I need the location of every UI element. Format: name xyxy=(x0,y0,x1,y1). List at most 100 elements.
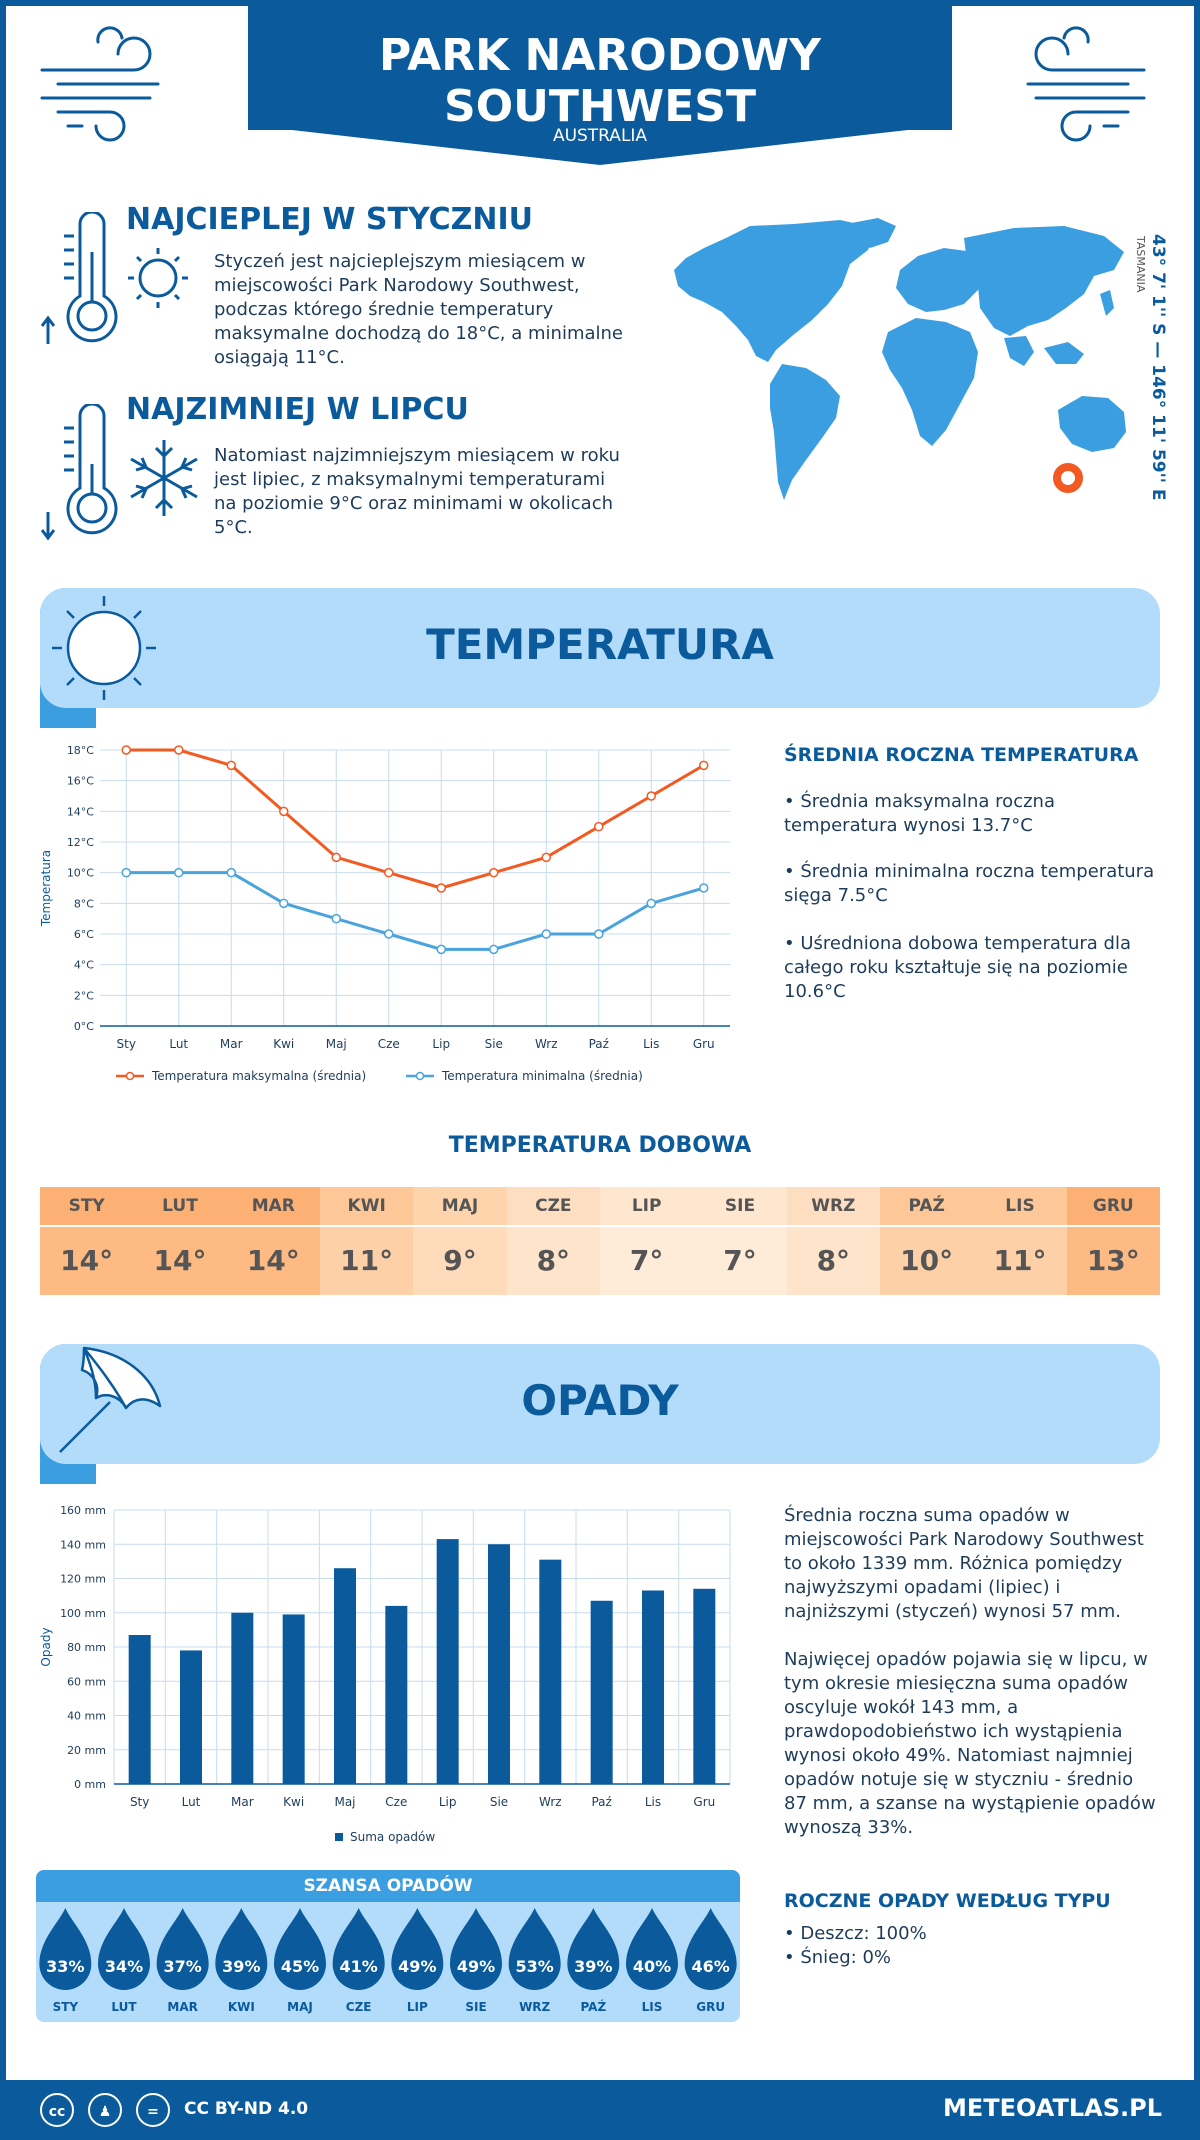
data-point xyxy=(699,883,709,893)
month-label: CZE xyxy=(346,2000,372,2014)
wind-icon xyxy=(40,26,160,142)
legend-label: Suma opadów xyxy=(350,1830,435,1844)
daily-temperature-value: 7° xyxy=(693,1227,787,1295)
month-label: LIS xyxy=(973,1187,1067,1225)
series-line xyxy=(126,748,705,890)
rain-drop-icon xyxy=(626,1908,678,1990)
month-label: GRU xyxy=(1066,1187,1160,1225)
rain-chance-value: 49% xyxy=(457,1957,495,1976)
y-tick-label: 6°C xyxy=(74,928,94,941)
y-tick-label: 12°C xyxy=(67,836,94,849)
data-point xyxy=(174,867,184,878)
month-label: MAJ xyxy=(287,2000,313,2014)
x-tick-label: Lis xyxy=(645,1795,661,1809)
data-point xyxy=(226,760,236,771)
data-point xyxy=(121,867,131,878)
x-tick-label: Gru xyxy=(693,1795,715,1809)
data-point xyxy=(541,929,551,939)
rain-chance-value: 41% xyxy=(340,1957,378,1976)
y-axis-label: Opady xyxy=(39,1627,53,1666)
rain-chance-value: 53% xyxy=(516,1957,554,1976)
x-tick-label: Wrz xyxy=(539,1795,562,1809)
title-banner xyxy=(248,0,952,130)
site-link[interactable]: METEOATLAS.PL xyxy=(942,2094,1162,2122)
y-tick-label: 4°C xyxy=(74,959,94,972)
wind-icon xyxy=(1026,26,1146,142)
rain-chance-value: 45% xyxy=(281,1957,319,1976)
month-label: WRZ xyxy=(519,2000,550,2014)
data-point xyxy=(174,745,184,755)
data-point xyxy=(279,898,289,909)
daily-temperature-cell: GRU 13° xyxy=(1066,1187,1160,1295)
precip-bar xyxy=(693,1588,716,1784)
precip-bar xyxy=(128,1635,151,1784)
coordinates: 43° 7' 1'' S — 146° 11' 59'' E xyxy=(1148,234,1168,501)
thermometer-warm-icon xyxy=(40,212,188,344)
precip-bar xyxy=(642,1590,664,1784)
x-tick-label: Gru xyxy=(693,1037,715,1051)
y-tick-label: 10°C xyxy=(67,867,94,880)
precip-bar xyxy=(436,1539,459,1784)
precipitation-type-list: • Deszcz: 100% • Śnieg: 0% xyxy=(784,1923,927,1968)
rain-drop-icon xyxy=(450,1908,502,1990)
data-point xyxy=(594,929,604,939)
daily-temperature-cell: LIS 11° xyxy=(973,1187,1067,1295)
legend-label: Temperatura maksymalna (średnia) xyxy=(151,1069,366,1083)
x-tick-label: Wrz xyxy=(535,1037,558,1051)
daily-temperature-value: 11° xyxy=(973,1227,1067,1295)
data-point xyxy=(594,821,604,832)
daily-temperature-value: 13° xyxy=(1066,1227,1160,1295)
precip-bar xyxy=(385,1605,408,1784)
data-point xyxy=(541,852,551,863)
data-point xyxy=(489,944,499,955)
y-tick-label: 16°C xyxy=(67,775,94,788)
temperature-band xyxy=(40,588,1160,708)
annual-min-temperature: • Średnia minimalna roczna temperatura s… xyxy=(784,861,1155,906)
daily-temperature-cell: MAR 14° xyxy=(226,1187,320,1295)
y-tick-label: 14°C xyxy=(67,805,94,818)
precip-bar xyxy=(539,1559,562,1784)
legend-swatch xyxy=(335,1833,343,1841)
x-tick-label: Lis xyxy=(643,1037,659,1051)
x-tick-label: Maj xyxy=(334,1795,355,1809)
y-tick-label: 80 mm xyxy=(67,1641,106,1654)
y-tick-label: 60 mm xyxy=(67,1675,106,1688)
annual-daily-temperature: • Uśredniona dobowa temperatura dla całe… xyxy=(784,933,1132,1002)
month-label: KWI xyxy=(228,2000,255,2014)
data-point xyxy=(436,944,446,955)
series-line xyxy=(126,871,705,951)
month-label: CZE xyxy=(506,1187,600,1225)
daily-temperature-value: 9° xyxy=(413,1227,507,1295)
x-tick-label: Lut xyxy=(182,1795,201,1809)
umbrella-icon xyxy=(59,1346,162,1453)
legend-label: Temperatura minimalna (średnia) xyxy=(441,1069,643,1083)
month-label: LUT xyxy=(133,1187,227,1225)
daily-temperature-cell: STY 14° xyxy=(40,1187,134,1295)
daily-temperature-cell: LIP 7° xyxy=(600,1187,694,1295)
rain-chance-value: 39% xyxy=(222,1957,260,1976)
title-banner-point xyxy=(248,125,952,165)
daily-temperature-value: 10° xyxy=(880,1227,974,1295)
y-tick-label: 18°C xyxy=(67,744,94,757)
x-tick-label: Lip xyxy=(432,1037,450,1051)
rain-chance-drops: 33% STY 34% LUT 37% MAR 39% KWI 45% MAJ 41% CZE 49% L… xyxy=(39,1908,737,2014)
x-tick-label: Kwi xyxy=(273,1037,294,1051)
precipitation-chart: 0 mm 20 mm 40 mm 60 mm 80 mm 100 mm 120 mm 140 … xyxy=(39,1504,731,1844)
x-tick-label: Sie xyxy=(490,1795,508,1809)
y-tick-label: 2°C xyxy=(74,989,94,1002)
month-label: LIS xyxy=(642,2000,663,2014)
month-label: SIE xyxy=(693,1187,787,1225)
x-tick-label: Maj xyxy=(326,1037,347,1051)
daily-temperature-value: 8° xyxy=(506,1227,600,1295)
rain-chance-value: 49% xyxy=(398,1957,436,1976)
month-label: LIP xyxy=(600,1187,694,1225)
rain-chance-value: 33% xyxy=(46,1957,84,1976)
rain-chance-value: 34% xyxy=(105,1957,143,1976)
rain-chance-value: 46% xyxy=(692,1957,730,1976)
y-tick-label: 120 mm xyxy=(60,1573,106,1586)
precipitation-section-title: OPADY xyxy=(521,1376,679,1425)
daily-temperature-value: 11° xyxy=(320,1227,414,1295)
coldest-month-heading: NAJZIMNIEJ W LIPCU xyxy=(126,392,469,427)
precip-bar xyxy=(180,1650,202,1784)
x-tick-label: Sty xyxy=(130,1795,149,1809)
